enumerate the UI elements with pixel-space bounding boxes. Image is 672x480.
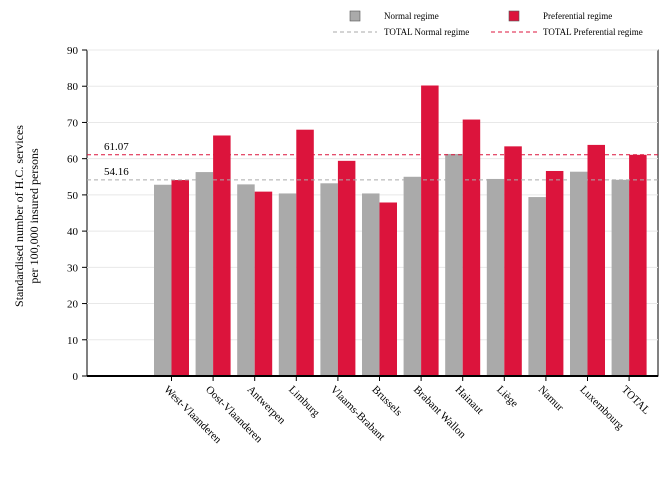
- legend-label-normal: Normal regime: [384, 11, 439, 21]
- y-tick-label: 40: [67, 226, 79, 238]
- bar-preferential: [462, 119, 481, 377]
- y-tick-label: 60: [67, 154, 79, 166]
- bar-preferential: [254, 191, 273, 376]
- bar-normal: [278, 193, 297, 376]
- x-tick-label: Antwerpen: [245, 384, 288, 427]
- bar-preferential: [213, 135, 231, 376]
- bar-normal: [570, 171, 588, 376]
- y-tick-label: 80: [67, 81, 79, 93]
- y-axis-label-line1: Standardised number of H.C. services: [12, 125, 26, 307]
- y-tick-label: 30: [67, 262, 79, 274]
- bar-preferential: [337, 160, 356, 376]
- bar-preferential: [379, 202, 397, 376]
- y-tick-label: 90: [67, 45, 79, 57]
- bar-preferential: [629, 154, 647, 376]
- bar-normal: [195, 172, 214, 376]
- bar-normal: [611, 179, 630, 376]
- y-tick-label: 0: [73, 371, 79, 383]
- bar-preferential: [296, 129, 314, 376]
- bar-normal: [362, 193, 380, 376]
- plot-area: 010203040506070809054.1661.07West-Vlaand…: [67, 45, 659, 446]
- bar-preferential: [421, 85, 439, 377]
- bar-normal: [154, 184, 172, 376]
- bar-normal: [528, 197, 546, 376]
- y-tick-label: 50: [67, 190, 79, 202]
- x-tick-label: Liège: [494, 384, 520, 410]
- y-tick-label: 70: [67, 117, 79, 129]
- legend-swatch-normal: [349, 10, 361, 22]
- legend-label-total-normal: TOTAL Normal regime: [384, 27, 469, 37]
- x-tick-label: Brussels: [369, 384, 404, 419]
- legend-label-total-preferential: TOTAL Preferential regime: [543, 27, 643, 37]
- x-tick-label: Namur: [536, 384, 566, 414]
- bar-normal: [320, 183, 338, 376]
- y-tick-label: 20: [67, 299, 79, 311]
- bar-normal: [445, 153, 463, 376]
- y-tick-label: 10: [67, 335, 79, 347]
- x-tick-label: Hainaut: [453, 384, 486, 417]
- bar-normal: [403, 176, 422, 376]
- x-tick-label: TOTAL: [619, 384, 652, 417]
- legend-swatch-preferential: [508, 10, 520, 22]
- bar-normal: [237, 184, 255, 376]
- bar-normal: [486, 178, 505, 376]
- bar-preferential: [171, 180, 189, 376]
- bar-preferential: [504, 146, 522, 376]
- legend-label-preferential: Preferential regime: [543, 11, 612, 21]
- legend: Normal regime Preferential regime TOTAL …: [333, 10, 643, 37]
- bar-preferential: [545, 170, 564, 376]
- x-tick-label: Limburg: [286, 384, 322, 420]
- reference-label-preferential: 61.07: [104, 141, 129, 153]
- y-axis-label-line2: per 100,000 insured persons: [27, 148, 41, 284]
- bar-preferential: [587, 144, 605, 376]
- reference-label-normal: 54.16: [104, 166, 129, 178]
